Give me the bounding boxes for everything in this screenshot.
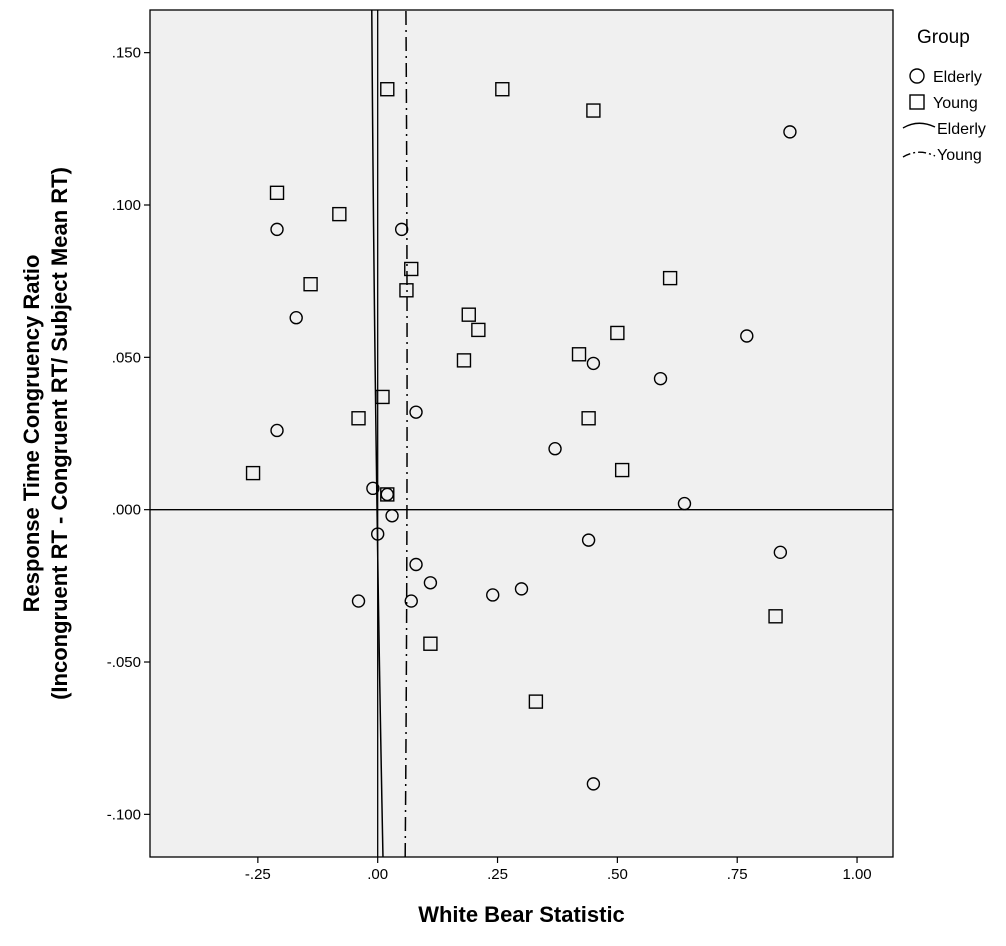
legend-circle-icon [909, 68, 925, 84]
fit-lines [371, 10, 408, 857]
legend-square-icon [909, 94, 925, 110]
data-point-young [528, 694, 544, 709]
plot-frame [149, 9, 894, 858]
plot-area [149, 9, 894, 858]
x-tick-label: -.25 [245, 866, 271, 883]
data-point-elderly [370, 527, 385, 541]
data-point-elderly [423, 576, 438, 590]
data-point-young [399, 283, 414, 298]
legend-label-elderly-line: Elderly [937, 121, 986, 138]
data-point-young [768, 609, 783, 624]
data-point-elderly [486, 588, 500, 602]
data-point-young [461, 307, 476, 322]
data-point-young [269, 185, 285, 201]
legend-entry-young-marker: Young [909, 94, 978, 112]
legend-solid-line-icon [902, 122, 936, 129]
data-point-elderly [653, 371, 668, 386]
data-point-elderly [677, 496, 692, 511]
data-point-young [581, 411, 596, 426]
y-tick-label: .100 [112, 197, 141, 214]
data-point-young [351, 411, 366, 426]
data-point-young [245, 465, 261, 481]
data-point-elderly [394, 222, 409, 237]
data-point-young [610, 325, 625, 341]
y-axis: .150 .100 .050 .000 -.050 -.100 [107, 45, 150, 823]
data-point-young [404, 261, 419, 277]
y-tick-label: .050 [112, 349, 141, 366]
data-point-young [471, 322, 486, 338]
legend-entry-elderly-line: Elderly [902, 121, 986, 138]
y-tick-label: .000 [112, 502, 141, 519]
data-point-elderly [409, 405, 423, 419]
x-tick-label: .25 [487, 866, 508, 883]
data-point-elderly [270, 423, 284, 438]
data-point-elderly [366, 481, 380, 496]
y-tick-label: -.050 [107, 654, 141, 671]
data-point-young [332, 206, 347, 222]
legend-label-young-marker: Young [933, 95, 978, 112]
fit-line-young [404, 10, 408, 857]
data-point-elderly [586, 777, 601, 791]
y-tick-label: -.100 [107, 806, 141, 823]
data-point-young [571, 347, 587, 362]
x-axis: -.25 .00 .25 .50 .75 1.00 [245, 857, 872, 883]
data-point-young [456, 353, 472, 368]
x-tick-label: .00 [367, 866, 388, 883]
legend-entry-elderly-marker: Elderly [909, 68, 982, 86]
data-point-elderly [385, 509, 399, 523]
data-point-elderly [581, 533, 596, 547]
data-point-young [614, 462, 630, 478]
data-point-young [662, 270, 678, 286]
data-point-young [375, 389, 390, 405]
data-point-elderly [740, 329, 754, 343]
data-point-young [423, 636, 438, 651]
data-point-young [380, 487, 395, 502]
data-point-elderly [783, 125, 797, 139]
data-point-young [380, 82, 395, 97]
data-point-elderly [404, 594, 418, 608]
data-point-elderly [270, 222, 284, 237]
legend-label-elderly-marker: Elderly [933, 69, 982, 86]
legend: Group Elderly Young Elderly Young [902, 27, 986, 164]
y-axis-title-line-1: Response Time Congruency Ratio [19, 255, 44, 613]
legend-label-young-line: Young [937, 147, 982, 164]
x-tick-label: 1.00 [842, 866, 871, 883]
x-tick-label: .50 [607, 866, 628, 883]
plot-background [150, 10, 893, 857]
fit-line-elderly [371, 10, 384, 857]
data-point-young [586, 103, 601, 118]
data-point-elderly [409, 557, 423, 572]
x-axis-title: White Bear Statistic [418, 902, 625, 927]
data-point-elderly [548, 442, 562, 456]
y-tick-label: .150 [112, 45, 141, 62]
legend-dash-dot-line-icon [902, 151, 936, 158]
data-point-young [303, 277, 318, 292]
legend-entry-young-line: Young [902, 147, 982, 164]
data-point-elderly [351, 594, 366, 608]
data-point-elderly [514, 582, 529, 596]
data-point-elderly [586, 356, 601, 371]
data-points [245, 82, 797, 791]
y-axis-title-line-2: (Incongruent RT - Congruent RT/ Subject … [47, 167, 72, 700]
data-point-young [495, 82, 510, 97]
data-point-elderly [773, 545, 788, 560]
legend-title: Group [917, 27, 970, 48]
data-point-elderly [289, 311, 303, 325]
x-tick-label: .75 [727, 866, 748, 883]
